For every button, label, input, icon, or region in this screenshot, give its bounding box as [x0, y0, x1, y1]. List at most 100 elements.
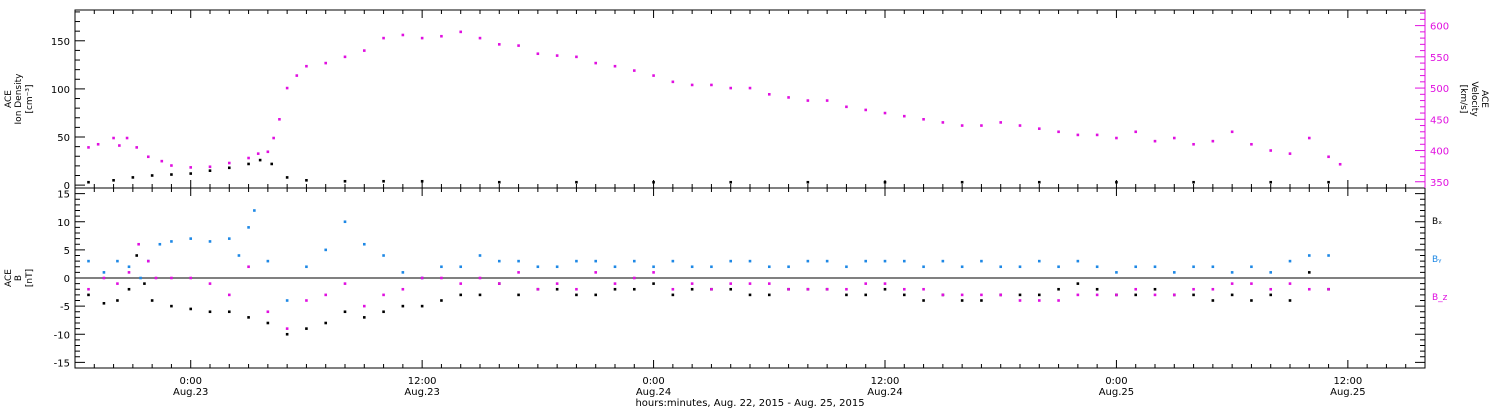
data-point: [575, 55, 578, 59]
data-point: [1288, 259, 1292, 263]
data-point: [1134, 130, 1138, 134]
data-point: [1230, 130, 1234, 134]
data-point: [150, 299, 154, 302]
data-point: [1057, 299, 1060, 302]
y-tick-label-bottom: -5: [60, 302, 70, 313]
data-point: [305, 327, 308, 330]
data-point: [270, 162, 274, 166]
data-point: [1327, 155, 1330, 159]
data-point: [143, 282, 146, 285]
y-tick-label-bottom: 0: [64, 274, 70, 285]
data-point: [189, 237, 193, 240]
data-point: [922, 287, 925, 291]
data-point: [806, 99, 810, 102]
data-point: [1307, 271, 1311, 274]
data-point: [401, 287, 405, 291]
data-point: [146, 259, 150, 263]
y-tick-label-left: 50: [57, 133, 70, 144]
data-point: [170, 304, 173, 308]
data-point: [613, 287, 617, 291]
y-tick-label-left: 100: [51, 85, 70, 96]
data-point: [137, 242, 140, 246]
data-point: [671, 259, 675, 263]
data-point: [382, 293, 385, 297]
data-point: [112, 136, 115, 140]
legend-by: Bᵧ: [1432, 255, 1442, 265]
x-tick-date-label: Aug.23: [404, 387, 439, 398]
data-point: [1288, 152, 1292, 155]
data-point: [87, 180, 90, 184]
data-point: [285, 299, 289, 302]
data-point: [613, 265, 617, 269]
x-tick-time-label: 12:00: [408, 376, 437, 387]
data-point: [710, 265, 713, 269]
data-point: [999, 121, 1003, 124]
data-point: [1211, 265, 1215, 269]
data-point: [613, 282, 617, 285]
data-point: [767, 282, 771, 285]
data-point: [170, 276, 173, 280]
data-point: [806, 287, 810, 291]
x-tick-time-label: 0:00: [179, 376, 201, 387]
data-point: [189, 276, 193, 280]
data-point: [999, 265, 1003, 269]
data-point: [158, 242, 162, 246]
data-point: [343, 282, 347, 285]
data-point: [536, 287, 540, 291]
data-point: [1172, 136, 1176, 140]
data-point: [902, 287, 906, 291]
data-point: [1115, 271, 1118, 274]
data-point: [362, 304, 366, 308]
data-point: [729, 180, 733, 184]
data-point: [941, 121, 945, 124]
y-tick-label-left: 150: [51, 37, 70, 48]
data-point: [324, 248, 328, 252]
data-point: [1327, 180, 1330, 184]
points-layer: [87, 30, 1342, 336]
data-point: [1037, 299, 1041, 302]
data-point: [247, 156, 250, 160]
y-tick-label-right: 350: [1430, 178, 1449, 189]
data-point: [787, 287, 790, 291]
top-left-ylabel-line2: Ion Density: [14, 73, 24, 125]
data-point: [825, 259, 829, 263]
data-point: [247, 265, 250, 269]
data-point: [131, 176, 135, 179]
x-tick-time-label: 0:00: [642, 376, 664, 387]
data-point: [883, 287, 887, 291]
data-point: [1134, 287, 1138, 291]
data-point: [960, 180, 964, 184]
data-point: [459, 265, 463, 269]
data-point: [594, 259, 598, 263]
data-point: [883, 111, 887, 115]
data-point: [1211, 287, 1215, 291]
top-right-ylabel-line1: ACE: [1479, 90, 1489, 108]
data-point: [118, 144, 121, 147]
data-point: [278, 117, 281, 121]
data-point: [825, 287, 829, 291]
data-point: [497, 43, 501, 46]
data-point: [1250, 142, 1253, 146]
data-point: [902, 293, 906, 297]
data-point: [146, 155, 150, 159]
top-panel-frame: [74, 9, 1426, 189]
data-point: [845, 293, 848, 297]
data-point: [594, 293, 598, 297]
data-point: [883, 180, 887, 184]
data-point: [1076, 282, 1080, 285]
y-tick-label-bottom: 5: [64, 246, 70, 257]
y-tick-label-left: 0: [64, 181, 70, 192]
data-point: [116, 299, 119, 302]
data-point: [1230, 271, 1234, 274]
data-point: [806, 180, 810, 184]
data-point: [440, 276, 443, 280]
data-point: [671, 287, 675, 291]
data-point: [1269, 287, 1273, 291]
data-point: [227, 237, 231, 240]
data-point: [1327, 287, 1330, 291]
data-point: [864, 282, 868, 285]
data-point: [382, 179, 385, 183]
data-point: [87, 259, 90, 263]
data-point: [227, 310, 231, 314]
